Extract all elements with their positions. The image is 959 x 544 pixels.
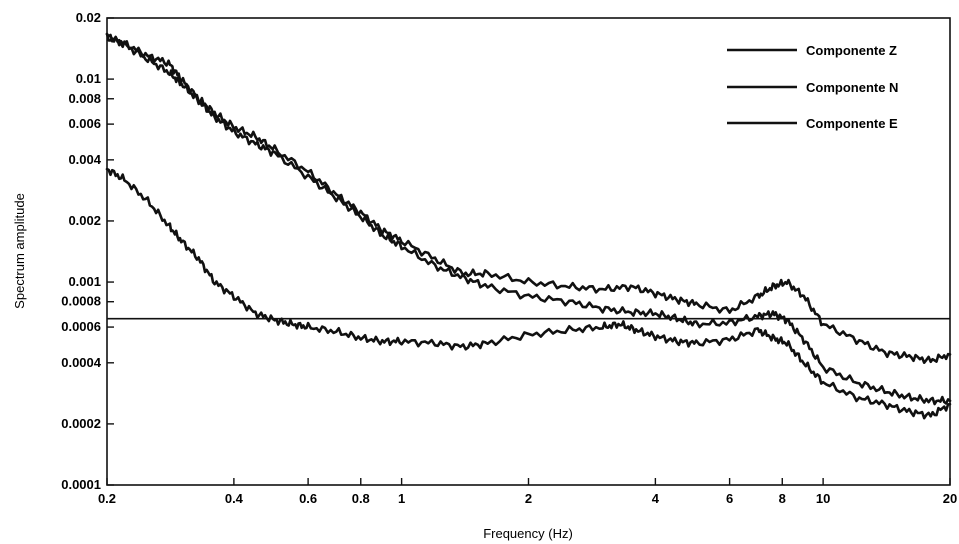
x-tick-label: 1 [398,491,405,506]
y-tick-label: 0.006 [68,116,101,131]
x-tick-label: 0.8 [352,491,370,506]
y-tick-label: 0.0002 [61,416,101,431]
y-tick-label: 0.004 [68,152,101,167]
x-tick-label: 8 [779,491,786,506]
y-tick-label: 0.0004 [61,355,102,370]
legend-label: Componente Z [806,43,897,58]
x-axis-title: Frequency (Hz) [483,526,573,541]
series-line-componente-z [105,167,952,420]
x-tick-label: 4 [652,491,660,506]
x-tick-label: 0.6 [299,491,317,506]
y-tick-label: 0.01 [76,71,101,86]
y-tick-label: 0.0001 [61,477,101,492]
x-tick-label: 0.2 [98,491,116,506]
x-tick-label: 20 [943,491,957,506]
x-axis: 0.2 0.4 0.6 0.8 1 2 4 6 8 10 20 [98,478,957,506]
y-tick-label: 0.02 [76,10,101,25]
x-tick-label: 6 [726,491,733,506]
y-tick-label: 0.001 [68,274,101,289]
series-line-componente-e [105,32,952,406]
x-tick-label: 10 [816,491,830,506]
legend-label: Componente N [806,80,898,95]
series-line-componente-n [105,32,952,364]
x-tick-label: 2 [525,491,532,506]
y-axis-title: Spectrum amplitude [12,193,27,309]
y-tick-label: 0.002 [68,213,101,228]
y-tick-label: 0.0006 [61,319,101,334]
x-tick-label: 0.4 [225,491,244,506]
y-tick-label: 0.0008 [61,294,101,309]
series-group [105,32,952,420]
legend-label: Componente E [806,116,898,131]
y-axis: 0.0001 0.0002 0.0004 0.0006 0.0008 0.001 0.002… [61,10,114,492]
y-tick-label: 0.008 [68,91,101,106]
legend: Componente Z Componente N Componente E [727,43,898,131]
